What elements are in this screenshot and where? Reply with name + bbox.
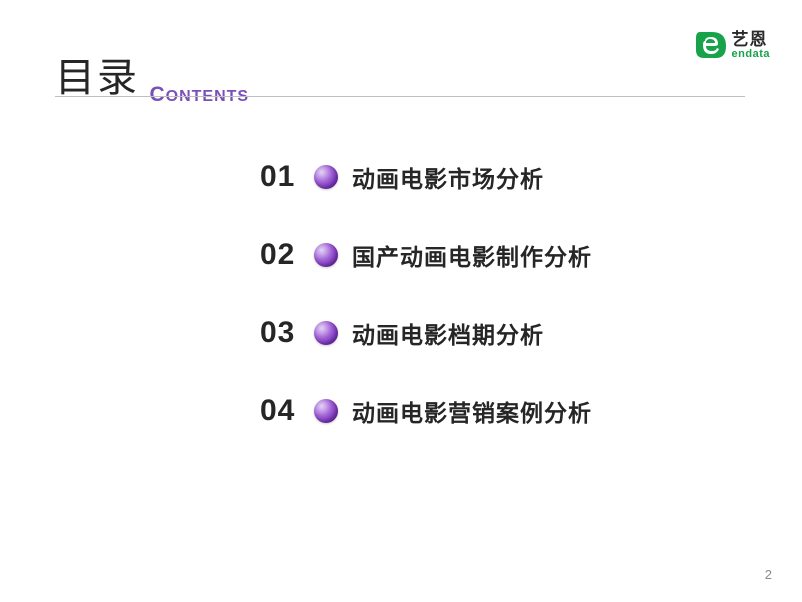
list-item: 02 国产动画电影制作分析 [260, 238, 592, 272]
title-underline [55, 96, 745, 97]
item-label: 国产动画电影制作分析 [352, 238, 592, 272]
item-label: 动画电影档期分析 [352, 316, 544, 350]
page-number: 2 [765, 567, 772, 582]
logo-text-en: endata [732, 49, 770, 60]
item-number: 02 [260, 238, 314, 272]
item-number: 01 [260, 160, 314, 194]
item-label: 动画电影市场分析 [352, 160, 544, 194]
item-label: 动画电影营销案例分析 [352, 394, 592, 428]
logo-text-cn: 艺恩 [732, 31, 768, 48]
brand-logo: 艺恩 endata [694, 28, 770, 62]
list-item: 04 动画电影营销案例分析 [260, 394, 592, 428]
list-item: 01 动画电影市场分析 [260, 160, 592, 194]
sphere-bullet-icon [314, 321, 338, 345]
sphere-bullet-icon [314, 165, 338, 189]
page-title-block: 目录 CONTENTS [55, 45, 249, 103]
contents-list: 01 动画电影市场分析 02 国产动画电影制作分析 03 动画电影档期分析 04… [260, 160, 592, 472]
page-title-main: 目录 [55, 45, 139, 103]
list-item: 03 动画电影档期分析 [260, 316, 592, 350]
page-title-sub: CONTENTS [149, 83, 249, 107]
logo-text: 艺恩 endata [732, 31, 770, 60]
item-number: 03 [260, 316, 314, 350]
sphere-bullet-icon [314, 243, 338, 267]
logo-mark-icon [694, 28, 728, 62]
sphere-bullet-icon [314, 399, 338, 423]
item-number: 04 [260, 394, 314, 428]
